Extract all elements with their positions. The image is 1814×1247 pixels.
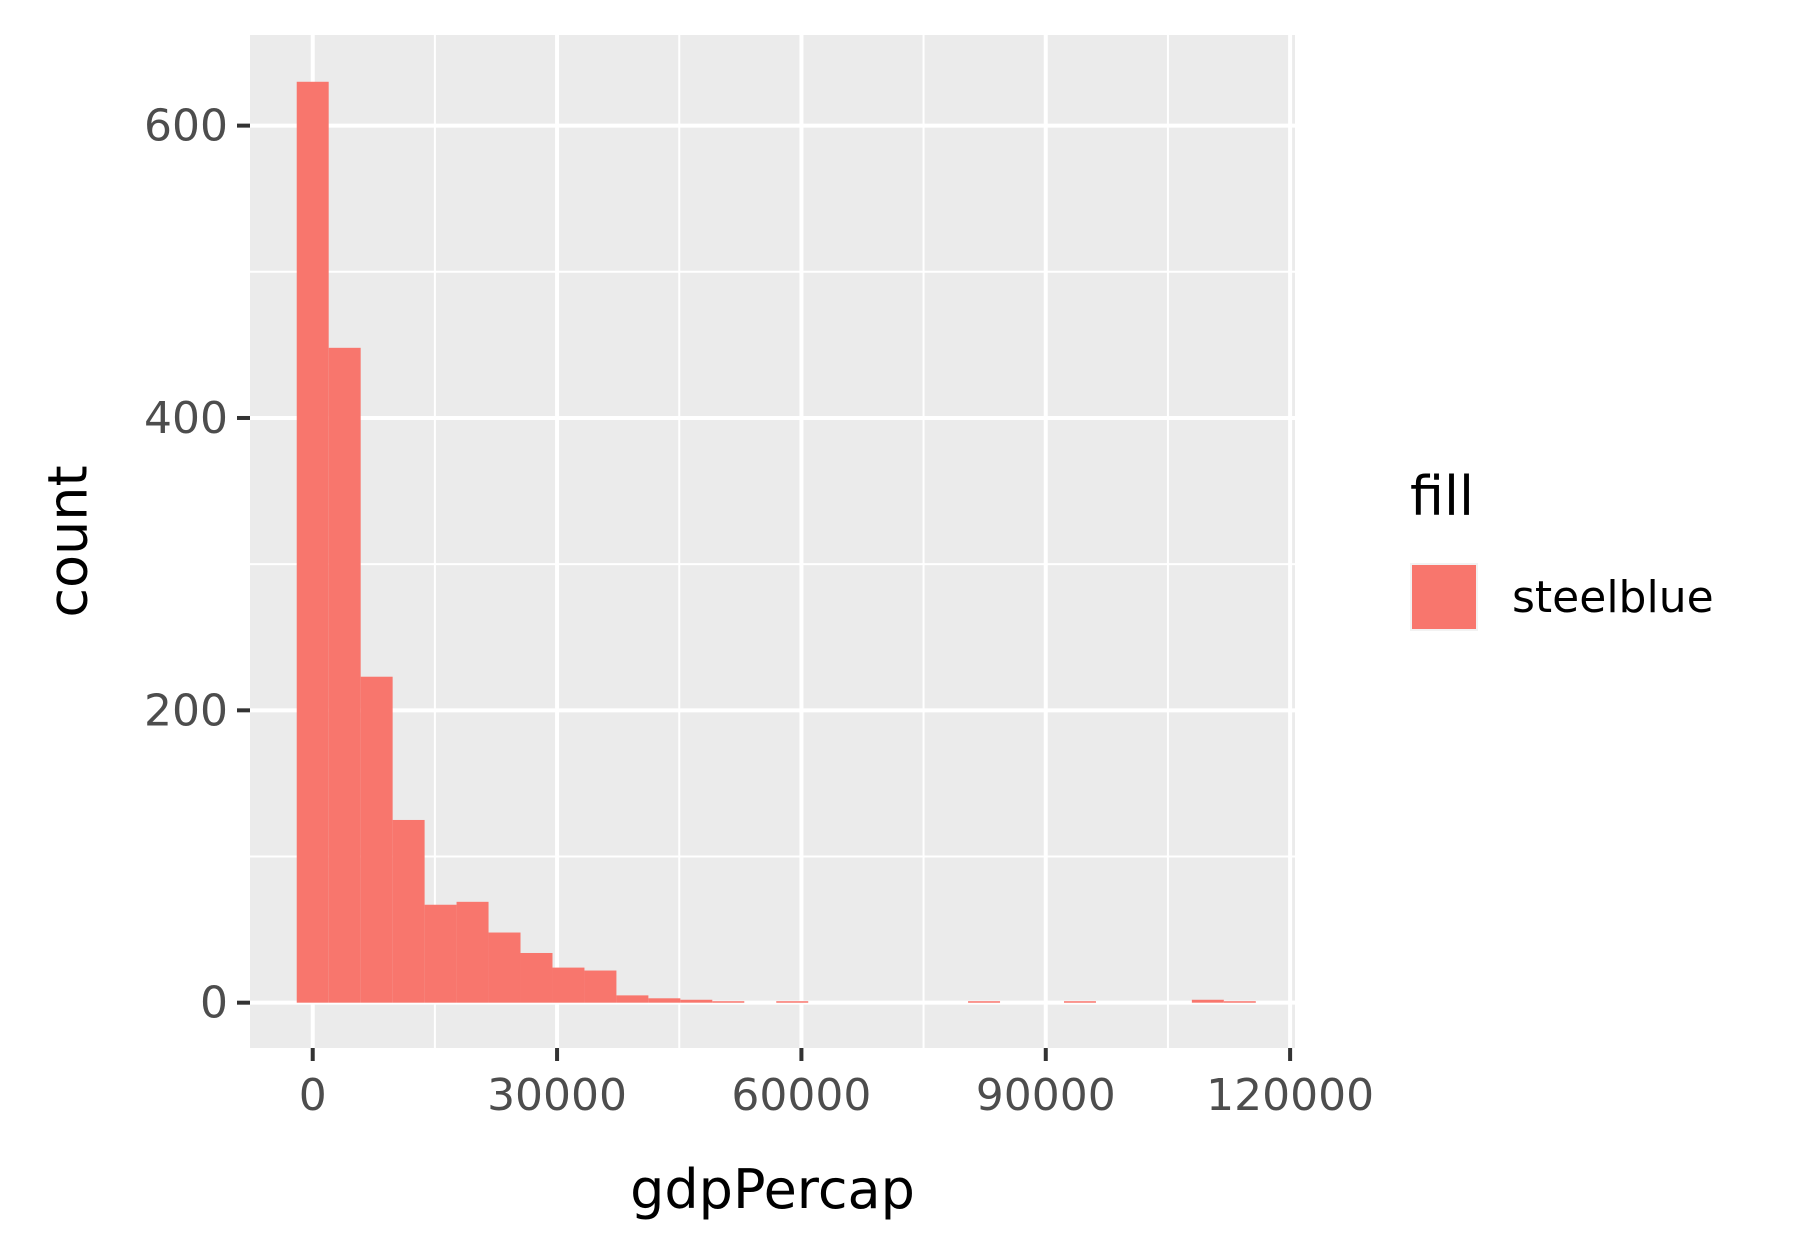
histogram-bar: [488, 932, 521, 1003]
histogram-bar: [584, 970, 617, 1003]
x-tick-label: 120000: [1206, 1070, 1374, 1121]
histogram-bar: [648, 998, 681, 1003]
histogram-bar: [296, 81, 329, 1003]
y-tick-label: 600: [144, 101, 228, 152]
y-tick-label: 200: [144, 685, 228, 736]
histogram-bar: [1191, 999, 1224, 1003]
minor-gridlines: [250, 35, 1295, 1048]
histogram-bar: [552, 967, 585, 1003]
y-tick-label: 400: [144, 393, 228, 444]
histogram-bar: [776, 1001, 809, 1003]
histogram-bar: [360, 676, 393, 1003]
legend-key-swatch: [1412, 565, 1476, 629]
x-tick-label: 60000: [731, 1070, 871, 1121]
y-tick-label: 0: [200, 978, 228, 1029]
histogram-bar: [520, 952, 553, 1003]
histogram-bar: [392, 819, 425, 1003]
histogram-bar: [1063, 1001, 1096, 1003]
histogram-bars: [296, 81, 1256, 1003]
x-tick-label: 30000: [487, 1070, 627, 1121]
legend-entry-label: steelblue: [1512, 572, 1714, 623]
x-axis-title: gdpPercap: [630, 1158, 915, 1221]
histogram-bar: [680, 999, 713, 1003]
legend-title: fill: [1410, 465, 1474, 528]
histogram-bar: [1223, 1001, 1256, 1003]
y-axis-title: count: [37, 465, 100, 617]
histogram-bar: [424, 904, 457, 1003]
histogram-bar: [328, 347, 361, 1003]
x-axis: 0 30000 60000 90000 120000: [299, 1048, 1374, 1121]
histogram-bar: [712, 1001, 745, 1003]
histogram-bar: [616, 995, 649, 1003]
x-tick-label: 90000: [976, 1070, 1116, 1121]
histogram-bar: [968, 1001, 1001, 1003]
legend: fill steelblue: [1410, 465, 1714, 631]
x-tick-label: 0: [299, 1070, 327, 1121]
histogram-bar: [456, 901, 489, 1003]
y-axis: 0 200 400 600: [144, 101, 250, 1029]
